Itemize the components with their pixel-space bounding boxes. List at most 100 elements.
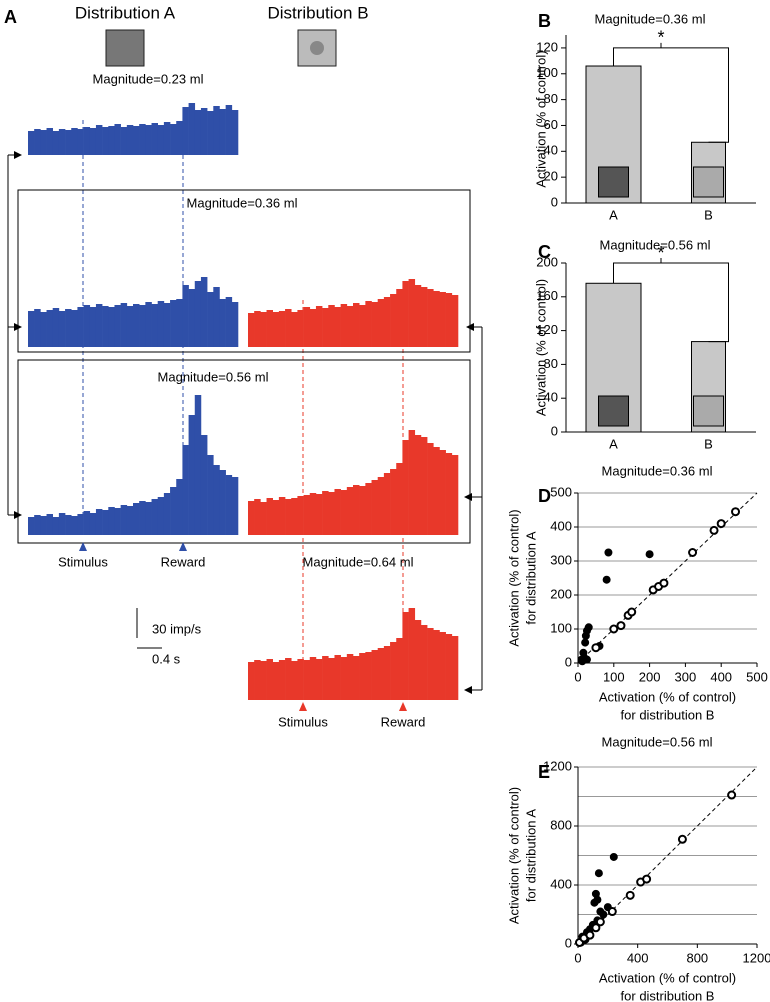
psth-bin: [451, 636, 459, 700]
psth-bin: [328, 305, 335, 347]
psth-bin: [46, 128, 54, 155]
psth-bin: [266, 310, 274, 347]
psth-bin: [303, 660, 311, 700]
psth-bin: [114, 305, 121, 347]
psth-bin: [65, 130, 72, 155]
point: [625, 890, 635, 900]
point: [645, 550, 654, 559]
point: [593, 895, 602, 904]
psth-bin: [248, 501, 255, 535]
psth-bin: [346, 654, 354, 700]
x-tick-label: B: [704, 436, 713, 451]
psth-bin: [139, 124, 146, 155]
left-connector: [7, 154, 16, 516]
psth-bin: [225, 475, 233, 535]
psth-bin: [139, 501, 146, 535]
psth-bin: [95, 509, 103, 535]
psth-bin: [334, 489, 341, 535]
psth-bin: [213, 287, 220, 347]
psth-bin: [278, 497, 286, 535]
bar-icon: [598, 166, 629, 198]
y-tick-label: 160: [536, 288, 558, 303]
event-arrow: [79, 542, 87, 551]
x-tick-label: 1200: [743, 950, 770, 965]
psth-bin: [83, 305, 91, 347]
y-tick-label: 20: [544, 169, 558, 184]
psth-bin: [371, 480, 379, 535]
psth-bin: [95, 125, 103, 155]
point: [677, 834, 687, 844]
y-tick-label: 0: [565, 654, 572, 669]
psth-bin: [396, 289, 403, 347]
psth-bin: [334, 307, 341, 347]
psth-bin: [194, 281, 202, 347]
psth-bin: [58, 513, 66, 535]
psth-bin: [445, 634, 453, 700]
psth-bin: [427, 443, 434, 535]
panel-label: A: [4, 7, 17, 27]
panel-label: D: [538, 486, 551, 506]
point: [731, 507, 741, 517]
psth-bin: [133, 503, 140, 535]
arrowhead: [14, 151, 22, 159]
psth-bin: [89, 307, 97, 347]
psth-bin: [266, 659, 274, 700]
y-tick-label: 40: [544, 390, 558, 405]
psth-bin: [200, 108, 208, 155]
psth-bin: [83, 127, 91, 155]
psth-bin: [420, 287, 428, 347]
y-tick-label: 40: [544, 143, 558, 158]
psth-bin: [359, 486, 366, 535]
psth-bin: [328, 492, 335, 535]
psth-bin: [163, 122, 171, 155]
psth-bin: [346, 306, 354, 347]
psth-bin: [40, 516, 47, 535]
chart-title: Magnitude=0.64 ml: [303, 554, 414, 569]
psth-bin: [102, 510, 109, 535]
event-label: Reward: [381, 714, 426, 729]
psth-bin: [176, 299, 183, 347]
psth-bin: [28, 131, 35, 155]
psth-bin: [77, 129, 84, 155]
psth-bin: [52, 308, 60, 347]
panel-label: E: [538, 762, 550, 782]
psth-bin: [390, 469, 397, 535]
psth-bin: [439, 632, 446, 700]
psth-bin: [145, 302, 152, 347]
psth-bin: [272, 500, 280, 535]
chart-title: Magnitude=0.23 ml: [93, 71, 204, 86]
psth-bin: [71, 128, 78, 155]
psth-bin: [254, 311, 261, 347]
psth-bin: [340, 657, 348, 700]
psth-bin: [188, 289, 196, 347]
psth-bin: [433, 447, 440, 535]
psth-bin: [272, 662, 280, 700]
psth-bin: [396, 463, 403, 535]
psth-bin: [291, 498, 298, 535]
psth-bin: [439, 450, 446, 535]
psth-bin: [315, 494, 323, 535]
psth-bin: [188, 103, 196, 155]
box-056: [17, 359, 471, 544]
y-tick-label: 200: [536, 254, 558, 269]
psth-bin: [34, 129, 41, 155]
y-tick-label: 80: [544, 91, 558, 106]
psth-bin: [108, 126, 115, 155]
psth-bin: [89, 128, 97, 155]
psth-bin: [408, 279, 416, 347]
y-tick-label: 0: [565, 935, 572, 950]
psth-bin: [377, 648, 385, 700]
psth-bin: [414, 285, 422, 347]
x-tick-label: 800: [686, 950, 708, 965]
point: [609, 852, 618, 861]
y-axis-label: for distribution A: [523, 809, 538, 903]
y-tick-label: 500: [550, 484, 572, 499]
psth-bin: [151, 123, 159, 155]
arrowhead: [464, 493, 472, 501]
psth-bin: [71, 310, 78, 347]
psth-bin: [402, 281, 409, 347]
psth-bin: [194, 395, 202, 535]
psth-bin: [260, 661, 267, 700]
panel-label: B: [538, 11, 551, 31]
psth-bin: [89, 513, 97, 535]
